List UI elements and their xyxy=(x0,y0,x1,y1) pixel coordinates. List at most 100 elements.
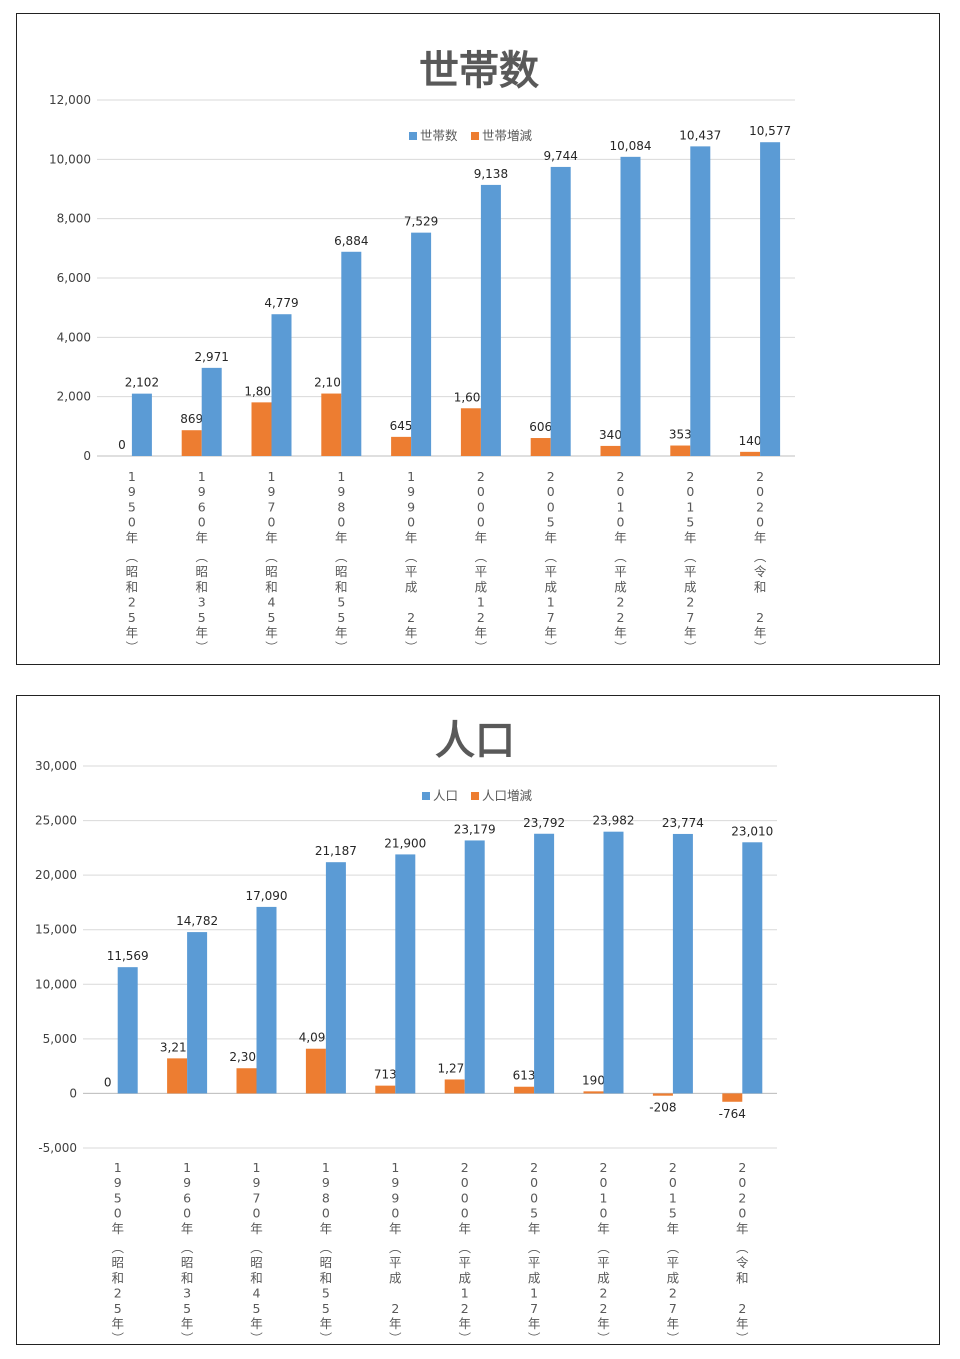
bar-change xyxy=(251,402,272,456)
data-label-change: 2,105 xyxy=(314,376,348,390)
bar-change xyxy=(652,1093,673,1096)
bar-total xyxy=(742,842,763,1094)
data-label-change: 606 xyxy=(529,420,552,434)
bar-total xyxy=(672,833,693,1094)
data-label-total: 17,090 xyxy=(246,889,288,903)
bar-change xyxy=(305,1048,326,1094)
legend-swatch-change xyxy=(471,132,479,140)
data-label-change: 2,308 xyxy=(229,1050,263,1064)
y-tick-label: 5,000 xyxy=(43,1032,77,1046)
y-tick-label: 25,000 xyxy=(35,814,77,828)
data-label-change: 1,609 xyxy=(454,390,488,404)
data-label-change: 353 xyxy=(669,428,692,442)
data-label-change: 1,808 xyxy=(244,384,278,398)
y-tick-label: 8,000 xyxy=(57,212,91,226)
bar-change xyxy=(167,1058,188,1094)
data-label-total: 4,779 xyxy=(264,296,298,310)
category-label: 2 0 1 0 年︵平成 2 2 年︶ xyxy=(597,1160,610,1344)
category-label: 1 9 6 0 年︵昭和 3 5 年︶ xyxy=(181,1160,194,1344)
category-label: 1 9 7 0 年︵昭和 4 5 年︶ xyxy=(250,1160,263,1344)
bar-total xyxy=(395,854,416,1094)
data-label-total: 9,138 xyxy=(474,167,508,181)
households-chart-panel: 世帯数 0 2,000 4,000 6,000 8,000 10,000 12,000 世帯数世… xyxy=(16,13,940,665)
bar-change xyxy=(722,1093,743,1102)
data-label-total: 10,577 xyxy=(749,124,791,138)
population-chart-panel: 人口 -5,000 0 5,000 10,000 15,000 20,000 25,000 30… xyxy=(16,695,940,1345)
category-label: 2 0 1 0 年︵平成 2 2 年︶ xyxy=(614,469,627,655)
data-label-total: 11,569 xyxy=(107,949,149,963)
households-chart: 世帯数02,0004,0006,0008,00010,00012,000世帯数世… xyxy=(49,48,795,655)
data-label-change: 1,279 xyxy=(438,1061,472,1075)
bar-change xyxy=(583,1091,604,1094)
data-label-total: 23,179 xyxy=(454,822,496,836)
data-label-change: 0 xyxy=(118,438,126,452)
category-label: 2 0 0 5 年︵平成 1 7 年︶ xyxy=(544,469,557,655)
bar-total xyxy=(603,831,624,1094)
category-label: 1 9 9 0 年︵平成 2 年︶ xyxy=(389,1160,402,1344)
data-label-change: 613 xyxy=(513,1069,536,1083)
category-label: 1 9 5 0 年︵昭和 2 5 年︶ xyxy=(126,469,139,655)
data-label-total: 2,102 xyxy=(125,376,159,390)
category-label: 2 0 1 5 年︵平成 2 7 年︶ xyxy=(667,1160,680,1344)
data-label-change: 140 xyxy=(739,434,762,448)
category-label: 1 9 5 0 年︵昭和 2 5 年︶ xyxy=(111,1160,124,1344)
legend-label: 世帯増減 xyxy=(482,128,533,143)
y-tick-label: 2,000 xyxy=(57,390,91,404)
category-label: 1 9 8 0 年︵昭和 5 5 年︶ xyxy=(320,1160,333,1344)
y-tick-label: 6,000 xyxy=(57,271,91,285)
data-label-change: 4,097 xyxy=(299,1031,333,1045)
data-label-total: 21,187 xyxy=(315,844,357,858)
bar-change xyxy=(530,438,551,456)
y-tick-label: 10,000 xyxy=(35,977,77,991)
data-label-change: 190 xyxy=(582,1073,605,1087)
category-label: 1 9 9 0 年︵平成 2 年︶ xyxy=(405,469,418,655)
legend-swatch-total xyxy=(422,792,430,800)
bar-total xyxy=(620,156,641,456)
bar-total xyxy=(464,840,485,1094)
data-label-total: 23,774 xyxy=(662,816,704,830)
category-label: 2 0 0 5 年︵平成 1 7 年︶ xyxy=(528,1160,541,1344)
y-tick-label: -5,000 xyxy=(38,1141,77,1155)
category-label: 2 0 1 5 年︵平成 2 7 年︶ xyxy=(684,469,697,655)
bar-total xyxy=(411,232,432,456)
bar-change xyxy=(670,445,691,456)
bar-change xyxy=(236,1068,257,1094)
bar-total xyxy=(341,251,362,456)
bar-change xyxy=(444,1079,465,1094)
y-tick-label: 12,000 xyxy=(49,93,91,107)
category-label: 1 9 7 0 年︵昭和 4 5 年︶ xyxy=(265,469,278,655)
data-label-change: 0 xyxy=(104,1075,112,1089)
data-label-change: 869 xyxy=(180,412,203,426)
legend-swatch-total xyxy=(409,132,417,140)
y-tick-label: 4,000 xyxy=(57,330,91,344)
data-label-total: 2,971 xyxy=(195,350,229,364)
category-label: 2 0 0 0 年︵平成 1 2 年︶ xyxy=(458,1160,471,1344)
y-tick-label: 30,000 xyxy=(35,759,77,773)
y-tick-label: 10,000 xyxy=(49,152,91,166)
bar-change xyxy=(321,393,342,456)
category-label: 2 0 2 0 年︵令和 2 年︶ xyxy=(736,1160,749,1344)
data-label-total: 7,529 xyxy=(404,215,438,229)
bar-change xyxy=(514,1086,535,1094)
bar-total xyxy=(131,393,152,456)
bar-change xyxy=(740,451,761,456)
bar-total xyxy=(187,932,208,1094)
data-label-change: -764 xyxy=(719,1107,746,1121)
category-label: 1 9 6 0 年︵昭和 3 5 年︶ xyxy=(195,469,208,655)
data-label-total: 6,884 xyxy=(334,234,368,248)
bar-change xyxy=(600,445,621,456)
bar-total xyxy=(271,314,292,456)
y-tick-label: 20,000 xyxy=(35,868,77,882)
data-label-change: 645 xyxy=(390,419,413,433)
data-label-total: 23,982 xyxy=(593,814,635,828)
bar-total xyxy=(117,967,138,1094)
bar-change xyxy=(375,1085,396,1094)
data-label-total: 21,900 xyxy=(384,836,426,850)
y-tick-label: 0 xyxy=(69,1086,77,1100)
chart-title: 人口 xyxy=(435,718,515,764)
category-label: 2 0 0 0 年︵平成 1 2 年︶ xyxy=(475,469,488,655)
data-label-total: 10,437 xyxy=(679,128,721,142)
category-label: 2 0 2 0 年︵令和 2 年︶ xyxy=(754,469,767,655)
category-label: 1 9 8 0 年︵昭和 5 5 年︶ xyxy=(335,469,348,655)
bar-change xyxy=(181,430,202,456)
